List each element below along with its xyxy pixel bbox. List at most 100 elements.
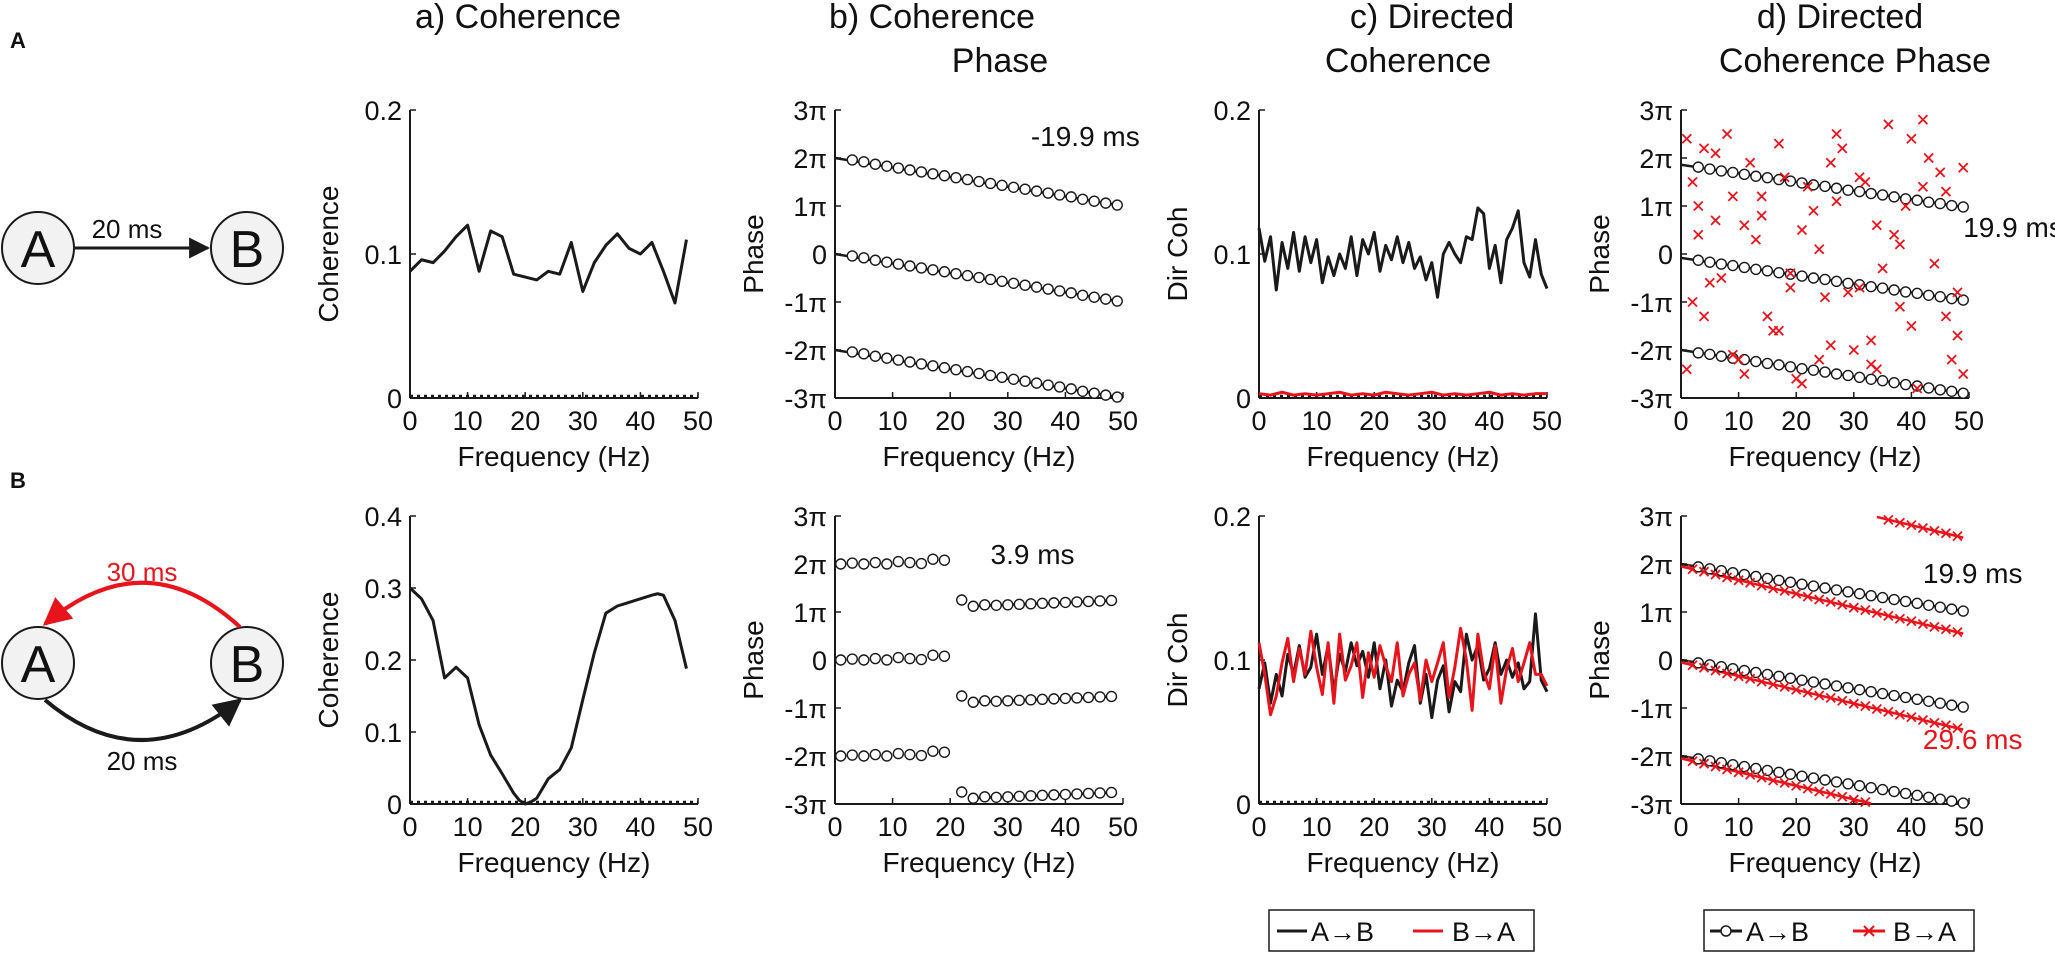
legend-c-label-b-to-a: B→A bbox=[1452, 917, 1515, 947]
chart-b-b-series-phase-2-point bbox=[938, 746, 951, 758]
chart-b-d-series-a-b-point bbox=[1784, 672, 1797, 684]
chart-b-b-series-phase-2-point bbox=[1071, 788, 1083, 800]
chart-b-b-series-phase-point bbox=[1071, 692, 1083, 704]
chart-a-d-series-b-a-point bbox=[1802, 181, 1813, 192]
chart-a-b-series-phase-point bbox=[1088, 291, 1100, 303]
chart-a-b-series-phase-2-point bbox=[1100, 389, 1112, 401]
chart-a-d-series-a-b-2-point bbox=[1750, 170, 1762, 182]
chart-b-d-series-a-b-2-point bbox=[1922, 791, 1935, 803]
chart-a-d-series-b-a-point bbox=[1888, 229, 1900, 240]
chart-a-b-series-phase-2-point bbox=[973, 175, 985, 188]
chart-b-d-y-tick-label: -3π bbox=[1630, 790, 1673, 820]
chart-b-b-series-phase-2-point bbox=[938, 554, 951, 566]
chart-a-d-series-b-a-point bbox=[1848, 344, 1859, 356]
chart-b-b-series-phase-point bbox=[1036, 693, 1049, 706]
chart-a-b-series-phase-point bbox=[1019, 279, 1031, 291]
chart-a-d-series-b-a-point bbox=[1762, 311, 1773, 322]
chart-b-d-series-b-a-2-point bbox=[1952, 627, 1963, 638]
chart-b-d-series-b-a-2-point bbox=[1814, 594, 1825, 605]
chart-b-d-series-a-b-2-point bbox=[1784, 768, 1797, 780]
chart-b-d-series-b-a-point bbox=[1848, 698, 1859, 709]
chart-b-d-series-b-a-2-point bbox=[1894, 613, 1906, 624]
diagram-b-edge-black-label: 20 ms bbox=[107, 746, 178, 776]
chart-a-b-series-phase-2-point bbox=[1007, 373, 1020, 385]
chart-a-d-series-a-b-point bbox=[1876, 282, 1889, 294]
chart-a-d-x-tick-label: 40 bbox=[1896, 406, 1926, 436]
chart-b-b-x-tick-label: 40 bbox=[1050, 812, 1080, 842]
chart-b-d-series-a-b-2-point bbox=[1957, 797, 1969, 809]
chart-a-b-series-phase-point bbox=[938, 266, 951, 278]
chart-a-b-series-phase-point bbox=[996, 275, 1008, 288]
chart-a-b-series-phase-2-point bbox=[892, 162, 905, 174]
chart-b-c-series-b-a bbox=[1257, 626, 1549, 717]
chart-b-c-x-tick-label: 20 bbox=[1359, 812, 1389, 842]
chart-a-d-series-a-b-point bbox=[1888, 284, 1900, 296]
chart-a-d-series-a-b-2-point bbox=[1842, 184, 1854, 196]
chart-b-d-series-b-a-point bbox=[1894, 709, 1906, 720]
chart-b-a: 0 10 20 30 40 50 0 0.1 0.2 0.3 0.4 Frequency (Hz) Co… bbox=[313, 502, 713, 878]
chart-b-b-y-axis-title: Phase bbox=[738, 620, 769, 699]
chart-b-d-series-a-b-2-point bbox=[1842, 778, 1854, 790]
chart-b-d-series-b-a-point bbox=[1779, 681, 1790, 693]
chart-b-b-series-phase-point bbox=[846, 653, 858, 665]
chart-b-d-series-b-a-2-point bbox=[1768, 583, 1779, 594]
diagram-a-node-a-label: A bbox=[21, 221, 56, 279]
chart-b-d-series-a-b-2-point bbox=[1922, 599, 1935, 611]
chart-a-d-series-b-a-point bbox=[1814, 354, 1825, 365]
chart-b-b-series-phase-2-point bbox=[892, 555, 905, 568]
chart-b-d-series-b-a-point bbox=[1744, 673, 1756, 684]
chart-b-c-x-axis-title: Frequency (Hz) bbox=[1307, 847, 1500, 878]
chart-b-d-series-b-a-2-point bbox=[1929, 621, 1940, 633]
chart-b-c-x-tick-label: 10 bbox=[1302, 812, 1332, 842]
chart-a-d-series-a-b-2-point bbox=[1773, 173, 1785, 186]
chart-a-b-series-phase-2-point bbox=[938, 170, 951, 182]
chart-a-d-series-b-a-point bbox=[1906, 320, 1917, 332]
chart-a-b-series-phase-point bbox=[950, 267, 962, 280]
chart-a-d-series-b-a-point bbox=[1750, 234, 1762, 245]
chart-a-b-series-phase-2-point bbox=[1065, 191, 1077, 203]
chart-b-d-series-a-b-2-point bbox=[1784, 576, 1797, 588]
chart-a-d-series-b-a-point bbox=[1952, 330, 1963, 341]
chart-b-b-series-phase-2-point bbox=[869, 748, 882, 761]
chart-b-b-series-phase-point bbox=[915, 653, 928, 666]
chart-b-d-series-a-b-point bbox=[1957, 701, 1969, 713]
chart-b-d-series-b-a-wrapped-point bbox=[1917, 522, 1929, 534]
charts: 0 10 20 30 40 50 0 0.1 0.2 Frequency (Hz) Coherenc… bbox=[313, 96, 2055, 878]
chart-b-b-series-phase-2-point bbox=[956, 786, 968, 798]
chart-a-b-series-phase-point bbox=[915, 262, 928, 274]
chart-b-b-y-tick-label: 1π bbox=[793, 598, 827, 628]
chart-a-d-series-b-a-point bbox=[1940, 186, 1952, 197]
chart-a-c-y-axis-title: Dir Coh bbox=[1162, 207, 1193, 302]
column-title-d-line2: Coherence Phase bbox=[1719, 42, 1991, 80]
chart-a-d-series-a-b-2-point bbox=[1796, 177, 1808, 189]
chart-b-b-series-phase-point bbox=[881, 654, 893, 666]
chart-a-d-series-a-b-2-point bbox=[1784, 175, 1797, 187]
chart-b-c-x-tick-label: 0 bbox=[1251, 812, 1266, 842]
chart-b-b-series-phase-2-point bbox=[1048, 597, 1060, 609]
chart-a-d-series-b-a-point bbox=[1756, 191, 1767, 202]
chart-b-d-series-b-a-point bbox=[1710, 665, 1721, 676]
chart-b-b-series-phase-point bbox=[1048, 693, 1060, 705]
legend-d-label-b-to-a: B→A bbox=[1893, 917, 1956, 947]
chart-a-d-series-b-a-point bbox=[1819, 292, 1831, 303]
chart-b-c-y-tick-label: 0 bbox=[1236, 790, 1251, 820]
chart-a-d-series-a-b-2-point bbox=[1957, 387, 1969, 399]
chart-b-d-series-a-b-point bbox=[1819, 678, 1831, 690]
chart-b-d-series-a-b-2-point bbox=[1807, 580, 1820, 592]
chart-b-b-series-phase-point bbox=[869, 652, 882, 665]
chart-a-d-series-b-a-point bbox=[1814, 244, 1825, 255]
chart-b-b-series-phase-2-point bbox=[1025, 598, 1037, 610]
chart-b-d-series-b-a-2-point bbox=[1744, 769, 1756, 780]
chart-b-d-series-b-a-2-point bbox=[1721, 572, 1733, 583]
chart-b-b-series-phase-2-point bbox=[1059, 596, 1072, 609]
chart-b-d-series-a-b-2-point bbox=[1876, 783, 1889, 796]
column-title-b-line1: b) Coherence bbox=[829, 0, 1035, 36]
chart-b-b-series-phase-point bbox=[1105, 690, 1118, 703]
chart-b-d-series-a-b-2-point bbox=[1796, 770, 1808, 782]
column-title-a: a) Coherence bbox=[415, 0, 621, 36]
chart-a-d-series-b-a-point bbox=[1958, 368, 1969, 380]
chart-a-d-series-b-a-point bbox=[1952, 287, 1963, 298]
chart-a-d-series-b-a-point bbox=[1929, 258, 1940, 269]
chart-b-c-x-tick-label: 50 bbox=[1532, 812, 1562, 842]
chart-a-a-x-tick-label: 40 bbox=[625, 406, 655, 436]
